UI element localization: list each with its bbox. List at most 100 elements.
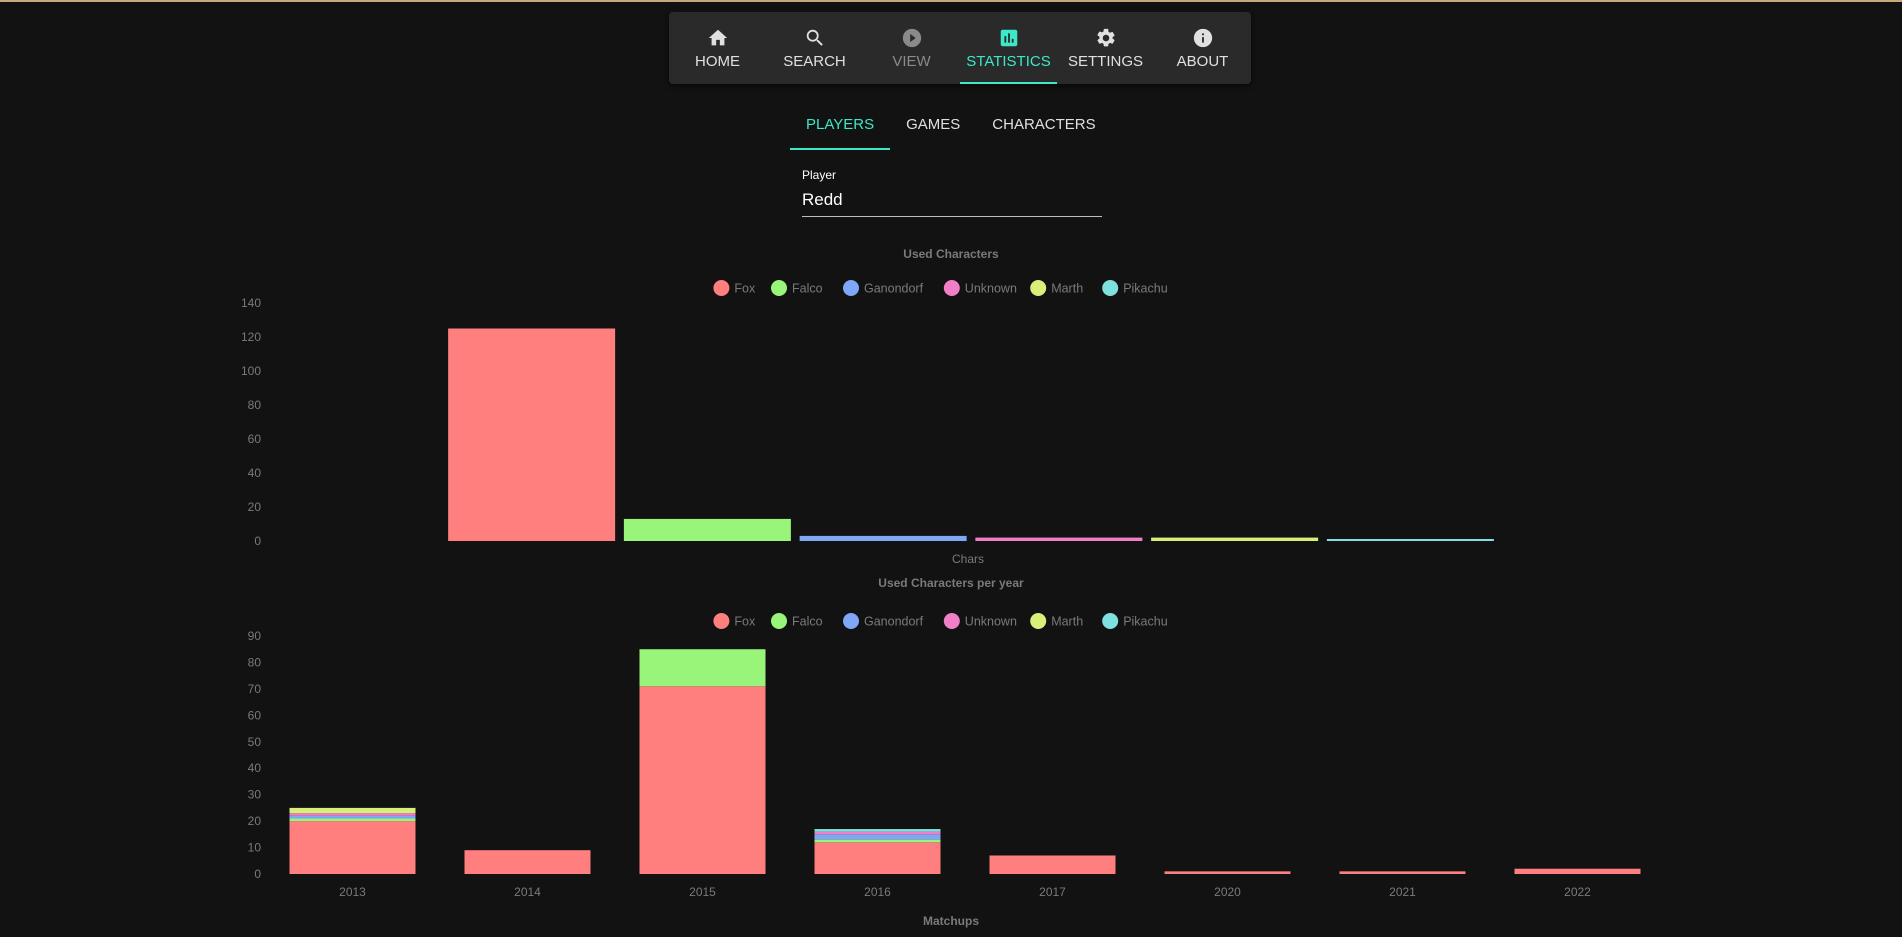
legend-swatch — [1030, 280, 1047, 296]
chart2-bar-2013-marth[interactable] — [289, 807, 416, 814]
gear-icon — [1096, 28, 1115, 46]
chart2-legend-fox[interactable]: Fox — [713, 613, 756, 629]
chart2-bar-2013-unknown[interactable] — [289, 813, 416, 816]
legend-label: Unknown — [965, 282, 1017, 296]
chart1-bar-fox[interactable] — [448, 328, 616, 542]
legend-label: Pikachu — [1123, 282, 1168, 296]
nav-home[interactable]: HOME — [669, 12, 766, 84]
chart2-legend-unknown[interactable]: Unknown — [943, 613, 1017, 629]
chart2-bar-2014-fox[interactable] — [464, 850, 591, 874]
chart2-ytick-50: 50 — [248, 735, 262, 749]
chart2-xtick-2016: 2016 — [864, 885, 891, 899]
legend-swatch — [843, 613, 859, 629]
chart2-ytick-80: 80 — [248, 655, 262, 669]
chart2-legend-pikachu[interactable]: Pikachu — [1102, 613, 1168, 629]
player-field-label: Player — [802, 168, 837, 182]
nav-settings[interactable]: SETTINGS — [1057, 12, 1154, 84]
chart1-legend-ganondorf[interactable]: Ganondorf — [843, 280, 924, 296]
legend-swatch — [943, 613, 960, 629]
chart2-legend-ganondorf[interactable]: Ganondorf — [843, 613, 924, 629]
chart2-xtick-2014: 2014 — [514, 885, 541, 899]
chart1-legend-marth[interactable]: Marth — [1030, 280, 1083, 296]
legend-swatch — [713, 613, 730, 629]
legend-swatch — [1102, 613, 1119, 629]
chart2-ytick-20: 20 — [248, 814, 262, 828]
chart2-xtick-2015: 2015 — [689, 885, 716, 899]
chart2-xtick-2020: 2020 — [1214, 885, 1241, 899]
nav-home-label: HOME — [695, 52, 740, 70]
chart2-bar-2020-fox[interactable] — [1164, 871, 1291, 874]
chart1-legend-unknown[interactable]: Unknown — [943, 280, 1017, 296]
statistics-tabs: PLAYERS GAMES CHARACTERS — [790, 108, 1112, 150]
chart1-legend-pikachu[interactable]: Pikachu — [1102, 280, 1168, 296]
legend-swatch — [843, 280, 859, 296]
home-icon — [708, 29, 727, 45]
nav-statistics[interactable]: STATISTICS — [960, 12, 1057, 84]
chart2-bar-2016-fox[interactable] — [814, 842, 941, 874]
chart2-legend-falco[interactable]: Falco — [771, 613, 823, 629]
chart1-ytick-0: 0 — [254, 534, 261, 548]
tab-players[interactable]: PLAYERS — [790, 108, 891, 150]
tab-characters[interactable]: CHARACTERS — [992, 116, 1096, 133]
legend-label: Marth — [1051, 615, 1083, 629]
nav-about[interactable]: ABOUT — [1154, 12, 1251, 84]
info-icon — [1193, 28, 1212, 47]
legend-label: Unknown — [965, 615, 1017, 629]
chart1-bar-unknown[interactable] — [975, 537, 1143, 541]
chart2-bar-2013-falco[interactable] — [289, 818, 416, 822]
legend-swatch — [771, 280, 787, 296]
chart1-bar-falco[interactable] — [623, 518, 791, 541]
legend-label: Fox — [734, 615, 756, 629]
used-characters-chart: Used Characters Fox Falco Ganondorf Unknown M… — [241, 247, 1494, 566]
play-icon — [902, 28, 921, 47]
chart1-ytick-120: 120 — [241, 330, 261, 344]
nav-statistics-label: STATISTICS — [966, 52, 1051, 70]
player-input[interactable] — [802, 186, 1102, 217]
legend-swatch — [1030, 613, 1047, 629]
chart2-xtick-2013: 2013 — [339, 885, 366, 899]
chart1-xlabel: Chars — [952, 552, 984, 566]
nav-view[interactable]: VIEW — [863, 12, 960, 84]
legend-label: Falco — [792, 282, 823, 296]
chart1-bar-pikachu[interactable] — [1326, 539, 1494, 541]
chart2-legend-marth[interactable]: Marth — [1030, 613, 1083, 629]
chart2-xtick-2021: 2021 — [1389, 885, 1416, 899]
nav-search-label: SEARCH — [783, 52, 846, 70]
tab-games[interactable]: GAMES — [906, 116, 961, 133]
chart2-bar-2017-fox[interactable] — [989, 855, 1116, 874]
chart2-bar-2015-falco[interactable] — [639, 649, 766, 687]
chart1-legend-falco[interactable]: Falco — [771, 280, 823, 296]
search-icon — [806, 29, 823, 46]
legend-label: Ganondorf — [864, 615, 924, 629]
chart1-bar-ganondorf[interactable] — [799, 535, 967, 541]
chart2-bar-2016-unknown[interactable] — [814, 831, 941, 835]
chart1-title: Used Characters — [903, 247, 999, 261]
chart1-ytick-140: 140 — [241, 296, 261, 310]
chart2-xtick-2017: 2017 — [1039, 885, 1066, 899]
chart2-bar-2022-fox[interactable] — [1514, 868, 1641, 874]
chart1-ytick-100: 100 — [241, 364, 261, 378]
chart1-ytick-40: 40 — [248, 466, 262, 480]
chart2-bar-2016-ganondorf[interactable] — [814, 834, 941, 840]
nav-settings-label: SETTINGS — [1067, 52, 1143, 70]
chart2-bar-2013-fox[interactable] — [289, 821, 416, 874]
chart1-legend-fox[interactable]: Fox — [713, 280, 756, 296]
legend-swatch — [1102, 280, 1119, 296]
nav-search[interactable]: SEARCH — [766, 12, 863, 84]
chart2-xlabel: Matchups — [923, 914, 979, 928]
legend-label: Marth — [1051, 282, 1083, 296]
nav-view-label: VIEW — [892, 52, 931, 70]
chart2-bar-2016-falco[interactable] — [814, 839, 941, 843]
chart2-bar-2015-fox[interactable] — [639, 686, 766, 874]
chart2-bar-2016-pikachu[interactable] — [814, 829, 941, 832]
chart2-ytick-30: 30 — [248, 788, 262, 802]
legend-swatch — [943, 280, 960, 296]
chart1-bar-marth[interactable] — [1151, 537, 1319, 541]
legend-label: Fox — [734, 282, 756, 296]
chart2-ytick-0: 0 — [254, 867, 261, 881]
chart2-bar-2013-ganondorf[interactable] — [289, 815, 416, 819]
window-top-border — [0, 0, 1902, 2]
bar-chart-icon — [1000, 29, 1017, 46]
chart2-bar-2021-fox[interactable] — [1339, 871, 1466, 874]
chart2-ytick-60: 60 — [248, 708, 262, 722]
